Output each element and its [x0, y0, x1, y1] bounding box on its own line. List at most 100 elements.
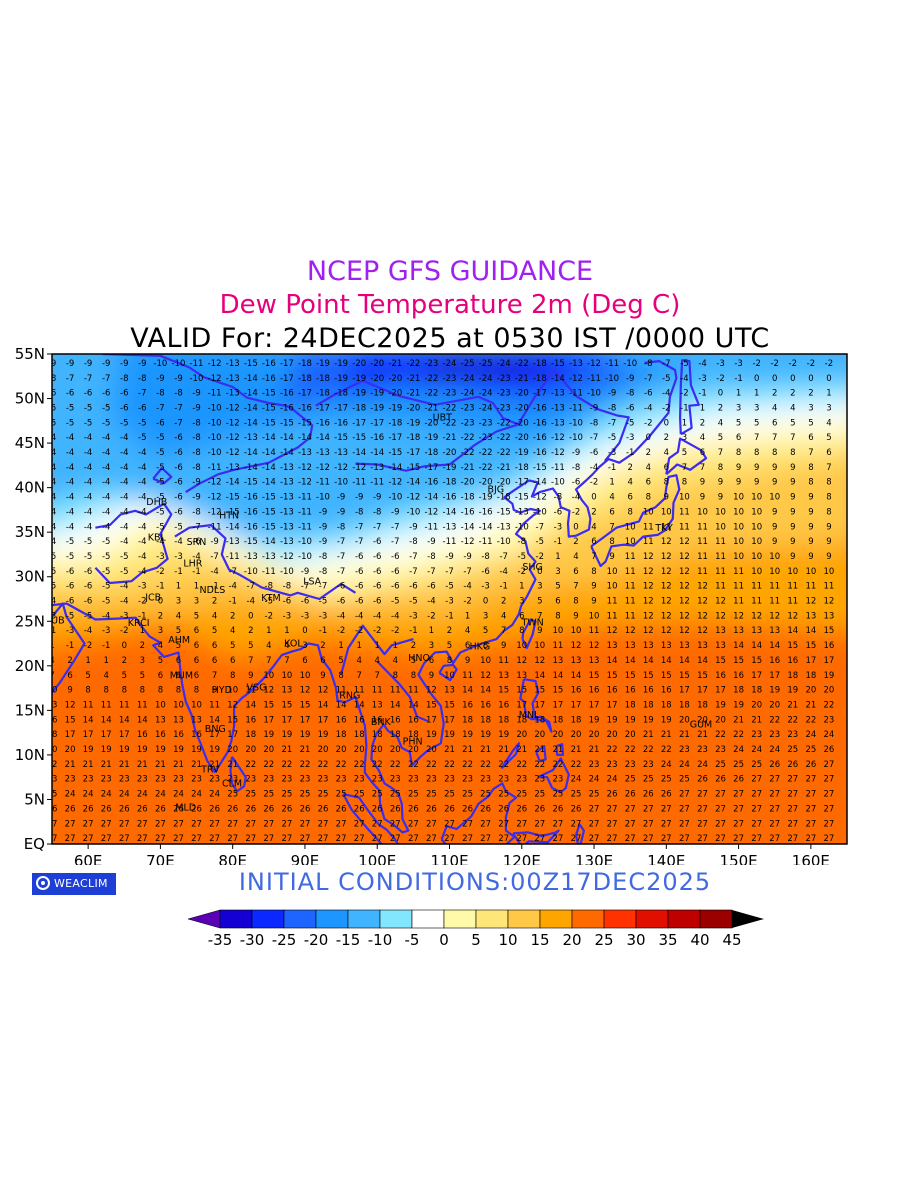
grid-value: 27 [661, 805, 672, 815]
grid-value: 16 [661, 686, 672, 696]
colorbar-label: -20 [304, 931, 329, 949]
grid-value: 22 [534, 760, 545, 770]
grid-value: 4 [465, 626, 470, 636]
grid-value: -8 [120, 374, 128, 384]
grid-value: 6 [573, 567, 578, 577]
grid-value: 15 [661, 671, 672, 681]
grid-value: 26 [263, 805, 274, 815]
grid-value: -4 [48, 507, 56, 517]
grid-value: 13 [661, 641, 672, 651]
grid-value: 11 [625, 552, 636, 562]
grid-value: 7 [537, 611, 542, 621]
station-hno: HNO [408, 653, 430, 664]
grid-value: -10 [406, 507, 420, 517]
grid-value: 27 [101, 834, 112, 844]
grid-value: -9 [192, 493, 200, 503]
grid-value: -7 [66, 374, 74, 384]
grid-value: -2 [391, 626, 399, 636]
grid-value: 1 [754, 389, 759, 399]
grid-value: -19 [334, 374, 348, 384]
grid-value: 27 [65, 834, 76, 844]
grid-value: 22 [300, 760, 311, 770]
grid-value: -7 [409, 552, 417, 562]
grid-value: 5 [754, 418, 759, 428]
grid-value: 1 [826, 389, 831, 399]
grid-value: 19 [83, 745, 94, 755]
grid-value: -11 [298, 493, 312, 503]
grid-value: 12 [733, 611, 744, 621]
grid-value: 12 [679, 626, 690, 636]
grid-value: -8 [608, 404, 616, 414]
grid-value: 2 [790, 389, 795, 399]
grid-value: 27 [480, 834, 491, 844]
station-ahm: AHM [168, 635, 190, 646]
grid-value: 27 [715, 834, 726, 844]
grid-value: 14 [607, 656, 618, 666]
grid-value: 8 [718, 463, 723, 473]
grid-value: -9 [590, 404, 598, 414]
grid-value: 26 [390, 805, 401, 815]
grid-value: 11 [643, 522, 654, 532]
grid-value: -10 [497, 537, 511, 547]
grid-value: 27 [805, 790, 816, 800]
grid-value: 9 [790, 463, 795, 473]
grid-value: 26 [805, 760, 816, 770]
grid-value: 19 [769, 686, 780, 696]
grid-value: 9 [609, 552, 614, 562]
grid-value: -5 [156, 463, 164, 473]
grid-value: -12 [208, 478, 222, 488]
grid-value: -7 [319, 582, 327, 592]
grid-value: 10 [625, 537, 636, 547]
grid-value: -17 [316, 404, 330, 414]
colorbar-label: 15 [530, 931, 549, 949]
grid-value: 17 [516, 701, 527, 711]
grid-value: 15 [643, 671, 654, 681]
grid-value: -19 [370, 389, 384, 399]
grid-value: -8 [48, 374, 56, 384]
grid-value: 21 [733, 715, 744, 725]
grid-value: 24 [173, 790, 184, 800]
grid-value: 23 [625, 760, 636, 770]
grid-value: 26 [715, 775, 726, 785]
grid-value: 19 [173, 745, 184, 755]
grid-value: 26 [354, 805, 365, 815]
grid-value: -5 [409, 597, 417, 607]
grid-value: -22 [443, 404, 457, 414]
grid-value: 14 [697, 656, 708, 666]
grid-value: 1 [338, 641, 343, 651]
grid-value: -6 [355, 582, 363, 592]
grid-value: 23 [426, 775, 437, 785]
grid-value: -6 [66, 597, 74, 607]
grid-value: 9 [718, 493, 723, 503]
grid-value: -1 [156, 582, 164, 592]
grid-value: 6 [194, 626, 199, 636]
grid-value: 25 [354, 790, 365, 800]
grid-value: 21 [552, 745, 563, 755]
station-dhb: DHB [146, 497, 167, 508]
grid-value: 11 [607, 597, 618, 607]
grid-value: 12 [661, 537, 672, 547]
grid-value: 19 [733, 701, 744, 711]
grid-value: 22 [372, 760, 383, 770]
grid-value: 19 [462, 730, 473, 740]
grid-value: 18 [733, 686, 744, 696]
grid-value: 5 [411, 656, 416, 666]
lon-tick-label: 130E [575, 852, 613, 865]
grid-value: 27 [823, 805, 834, 815]
grid-value: 27 [390, 834, 401, 844]
grid-value: -23 [424, 359, 438, 369]
grid-value: -1 [445, 611, 453, 621]
grid-value: 14 [534, 671, 545, 681]
grid-value: -13 [280, 463, 294, 473]
grid-value: 12 [697, 597, 708, 607]
grid-value: -2 [789, 359, 797, 369]
grid-value: -7 [228, 567, 236, 577]
grid-value: 10 [697, 507, 708, 517]
grid-value: 23 [715, 745, 726, 755]
grid-value: -11 [316, 478, 330, 488]
grid-value: -15 [262, 404, 276, 414]
grid-value: 23 [408, 775, 419, 785]
grid-value: 19 [787, 686, 798, 696]
valid-time: VALID For: 24DEC2025 at 0530 IST /0000 U… [130, 323, 770, 354]
grid-value: -21 [443, 433, 457, 443]
